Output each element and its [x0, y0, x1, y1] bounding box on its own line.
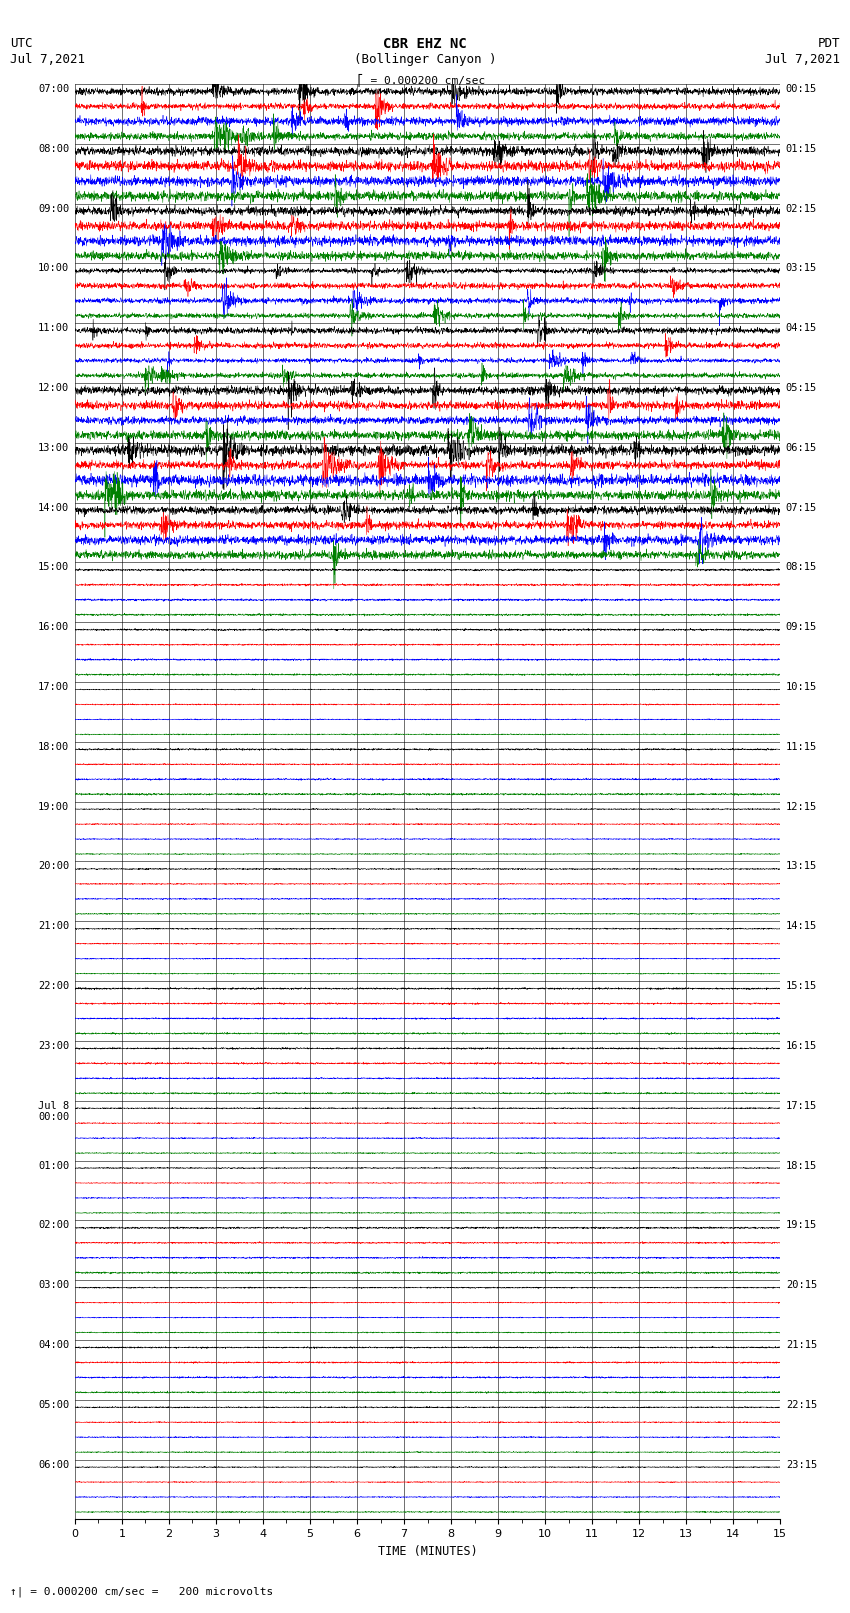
Text: 11:00: 11:00 — [38, 323, 69, 334]
Text: 20:15: 20:15 — [786, 1281, 817, 1290]
Text: 01:00: 01:00 — [38, 1161, 69, 1171]
Text: 05:15: 05:15 — [786, 382, 817, 394]
Text: CBR EHZ NC: CBR EHZ NC — [383, 37, 467, 52]
Text: 01:15: 01:15 — [786, 144, 817, 153]
Text: 04:15: 04:15 — [786, 323, 817, 334]
Text: UTC: UTC — [10, 37, 32, 50]
Text: 12:15: 12:15 — [786, 802, 817, 811]
Text: (Bollinger Canyon ): (Bollinger Canyon ) — [354, 53, 496, 66]
Text: 05:00: 05:00 — [38, 1400, 69, 1410]
Text: 02:15: 02:15 — [786, 203, 817, 213]
Text: 12:00: 12:00 — [38, 382, 69, 394]
Text: 10:15: 10:15 — [786, 682, 817, 692]
Text: 08:00: 08:00 — [38, 144, 69, 153]
Text: 17:00: 17:00 — [38, 682, 69, 692]
Text: 09:15: 09:15 — [786, 623, 817, 632]
Text: 16:15: 16:15 — [786, 1040, 817, 1052]
Text: 14:15: 14:15 — [786, 921, 817, 931]
Text: 21:15: 21:15 — [786, 1340, 817, 1350]
Text: 14:00: 14:00 — [38, 503, 69, 513]
Text: 03:15: 03:15 — [786, 263, 817, 273]
Text: 19:15: 19:15 — [786, 1221, 817, 1231]
Text: PDT: PDT — [818, 37, 840, 50]
Text: 18:15: 18:15 — [786, 1161, 817, 1171]
Text: ⎡ = 0.000200 cm/sec: ⎡ = 0.000200 cm/sec — [357, 73, 484, 85]
Text: 07:15: 07:15 — [786, 503, 817, 513]
Text: 15:00: 15:00 — [38, 563, 69, 573]
Text: 17:15: 17:15 — [786, 1100, 817, 1111]
Text: 15:15: 15:15 — [786, 981, 817, 990]
Text: 23:00: 23:00 — [38, 1040, 69, 1052]
Text: 21:00: 21:00 — [38, 921, 69, 931]
Text: 09:00: 09:00 — [38, 203, 69, 213]
Text: 22:00: 22:00 — [38, 981, 69, 990]
Text: 22:15: 22:15 — [786, 1400, 817, 1410]
X-axis label: TIME (MINUTES): TIME (MINUTES) — [377, 1545, 478, 1558]
Text: Jul 7,2021: Jul 7,2021 — [10, 53, 85, 66]
Text: 18:00: 18:00 — [38, 742, 69, 752]
Text: 03:00: 03:00 — [38, 1281, 69, 1290]
Text: 00:15: 00:15 — [786, 84, 817, 94]
Text: 06:15: 06:15 — [786, 442, 817, 453]
Text: 11:15: 11:15 — [786, 742, 817, 752]
Text: 19:00: 19:00 — [38, 802, 69, 811]
Text: ↑| = 0.000200 cm/sec =   200 microvolts: ↑| = 0.000200 cm/sec = 200 microvolts — [10, 1586, 274, 1597]
Text: 13:00: 13:00 — [38, 442, 69, 453]
Text: Jul 7,2021: Jul 7,2021 — [765, 53, 840, 66]
Text: 07:00: 07:00 — [38, 84, 69, 94]
Text: 16:00: 16:00 — [38, 623, 69, 632]
Text: Jul 8
00:00: Jul 8 00:00 — [38, 1100, 69, 1123]
Text: 08:15: 08:15 — [786, 563, 817, 573]
Text: 04:00: 04:00 — [38, 1340, 69, 1350]
Text: 20:00: 20:00 — [38, 861, 69, 871]
Text: 13:15: 13:15 — [786, 861, 817, 871]
Text: 23:15: 23:15 — [786, 1460, 817, 1469]
Text: 06:00: 06:00 — [38, 1460, 69, 1469]
Text: 10:00: 10:00 — [38, 263, 69, 273]
Text: 02:00: 02:00 — [38, 1221, 69, 1231]
